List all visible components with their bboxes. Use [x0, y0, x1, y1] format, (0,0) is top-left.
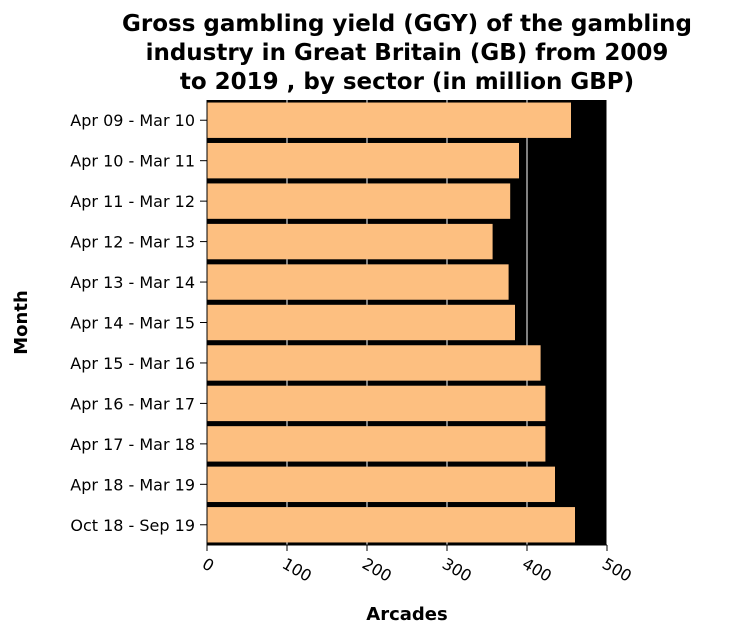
- y-tick-label: Apr 09 - Mar 10: [70, 111, 195, 130]
- x-tick-label: 500: [599, 554, 635, 586]
- y-tick-label: Apr 14 - Mar 15: [70, 314, 195, 333]
- y-tick-label: Apr 13 - Mar 14: [70, 273, 195, 292]
- y-tick-label: Apr 12 - Mar 13: [70, 233, 195, 252]
- x-tick-label: 100: [279, 554, 315, 586]
- bar: [207, 466, 555, 503]
- chart-title: Gross gambling yield (GGY) of the gambli…: [122, 11, 692, 95]
- x-tick-label: 400: [519, 554, 555, 586]
- x-axis: 0 100 200 300 400 500: [199, 544, 635, 586]
- y-tick-label: Apr 11 - Mar 12: [70, 192, 195, 211]
- bar: [207, 507, 575, 543]
- x-tick-label: 300: [439, 554, 475, 586]
- chart-title-line: Gross gambling yield (GGY) of the gambli…: [122, 11, 692, 37]
- x-axis-label: Arcades: [366, 604, 447, 625]
- x-tick-label: 200: [359, 554, 395, 586]
- bar: [207, 142, 519, 179]
- y-axis-label: Month: [11, 290, 32, 355]
- bar: [207, 183, 511, 219]
- bar: [207, 304, 515, 341]
- y-axis: Apr 09 - Mar 10 Apr 10 - Mar 11 Apr 11 - M…: [70, 100, 208, 545]
- bar: [207, 385, 546, 422]
- y-tick-label: Apr 17 - Mar 18: [70, 435, 195, 454]
- y-tick-label: Apr 15 - Mar 16: [70, 354, 195, 373]
- bar: [207, 264, 509, 300]
- bars: [207, 102, 575, 543]
- y-tick-label: Apr 10 - Mar 11: [70, 152, 195, 171]
- bar: [207, 426, 546, 462]
- y-tick-label: Apr 18 - Mar 19: [70, 475, 195, 494]
- bar: [207, 345, 541, 381]
- y-tick-label: Apr 16 - Mar 17: [70, 394, 195, 413]
- bar: [207, 102, 571, 138]
- chart-title-line: to 2019 , by sector (in million GBP): [180, 69, 634, 95]
- x-tick-label: 0: [199, 554, 217, 576]
- y-tick-label: Oct 18 - Sep 19: [70, 516, 195, 535]
- bar: [207, 223, 493, 260]
- chart-title-line: industry in Great Britain (GB) from 2009: [146, 40, 669, 66]
